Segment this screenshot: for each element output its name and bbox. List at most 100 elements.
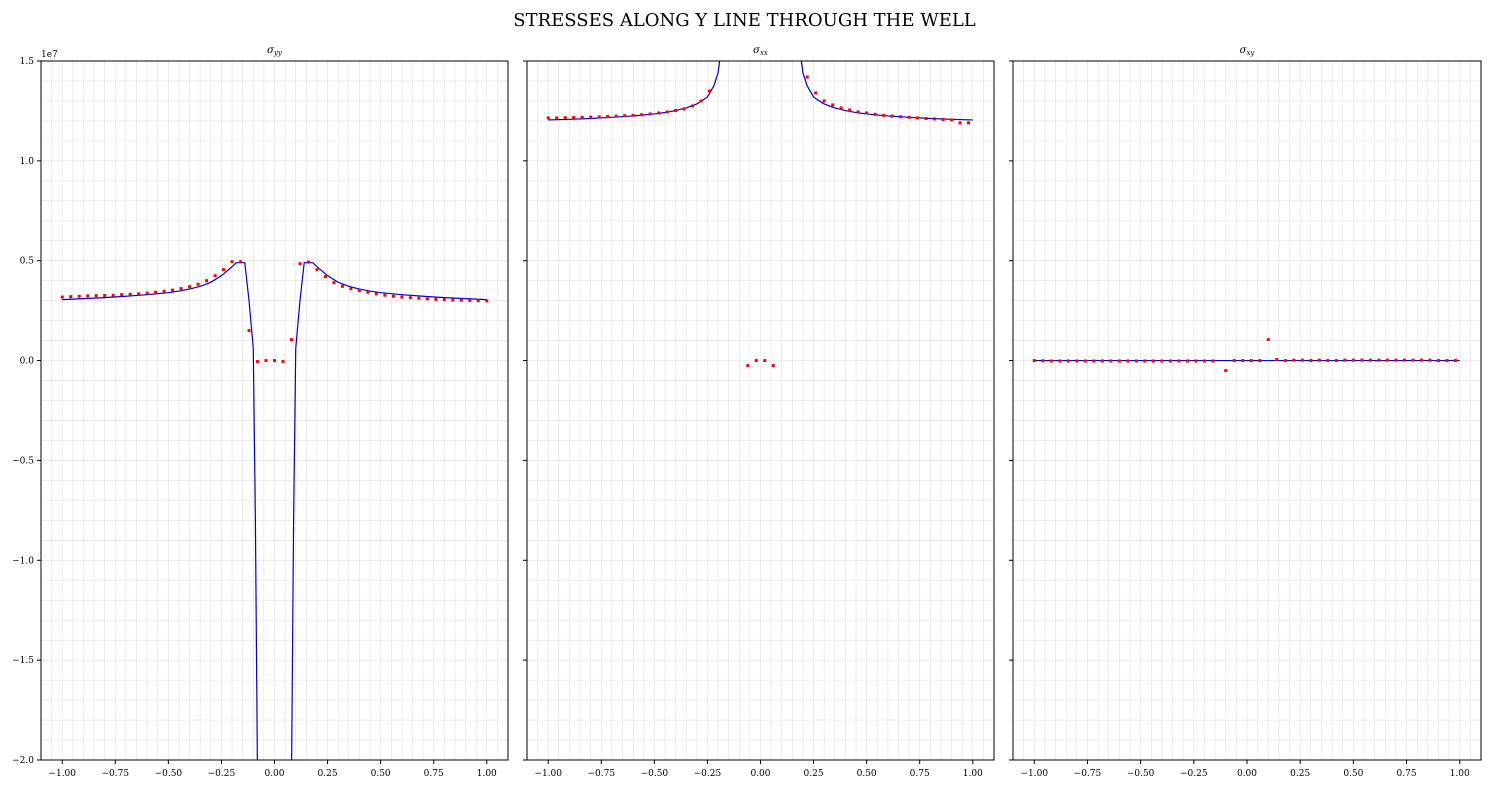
- data-point: [103, 293, 107, 297]
- data-point: [264, 359, 268, 363]
- data-point: [205, 279, 209, 283]
- data-point: [1066, 359, 1070, 363]
- data-point: [1411, 358, 1415, 362]
- series-points-numerical: [60, 260, 489, 364]
- data-point: [1126, 359, 1130, 363]
- y-tick-label: 0.0: [20, 357, 35, 367]
- x-axis: −1.00 −0.75 −0.50 −0.25 0.00 0.25 0.50 0.75 1.00: [1020, 760, 1470, 779]
- data-point: [154, 290, 158, 294]
- data-point: [839, 106, 843, 110]
- data-point: [391, 294, 395, 298]
- data-point: [408, 296, 412, 300]
- data-point: [848, 108, 852, 112]
- data-point: [958, 121, 962, 125]
- x-tick-label: −0.25: [1180, 769, 1208, 779]
- data-point: [746, 364, 750, 368]
- x-tick-label: 0.50: [857, 769, 877, 779]
- plot-area: [546, 61, 973, 368]
- y-tick-label: 1.5: [20, 57, 35, 67]
- y-axis: [1009, 60, 1013, 761]
- data-point: [933, 117, 937, 121]
- data-point: [1428, 358, 1432, 362]
- data-point: [708, 89, 712, 93]
- data-point: [188, 285, 192, 289]
- data-point: [137, 292, 141, 296]
- data-point: [383, 293, 387, 297]
- x-tick-label: −0.50: [155, 769, 183, 779]
- data-point: [1300, 358, 1304, 362]
- x-tick-label: 0.50: [371, 769, 391, 779]
- y-axis: [523, 60, 527, 761]
- data-point: [822, 99, 826, 103]
- data-point: [831, 103, 835, 107]
- data-point: [1160, 359, 1164, 363]
- data-point: [1377, 358, 1381, 362]
- data-point: [60, 295, 64, 299]
- x-tick-label: 0.75: [1397, 769, 1417, 779]
- x-tick-label: 0.25: [804, 769, 824, 779]
- data-point: [1083, 359, 1087, 363]
- data-point: [1258, 359, 1262, 363]
- data-point: [86, 294, 90, 298]
- data-point: [222, 268, 226, 272]
- y-tick-label: −2.0: [12, 756, 34, 766]
- data-point: [674, 109, 678, 113]
- y-tick-label: −1.5: [12, 656, 34, 666]
- data-point: [1249, 359, 1253, 363]
- data-point: [606, 115, 610, 119]
- data-point: [657, 111, 661, 115]
- data-point: [213, 274, 217, 278]
- data-point: [546, 116, 550, 120]
- x-tick-label: 1.00: [1450, 769, 1470, 779]
- panel-2: −1.00 −0.75 −0.50 −0.25 0.00 0.25 0.50 0.75 1.00…: [523, 45, 995, 779]
- data-point: [434, 297, 438, 301]
- x-tick-label: −0.50: [1127, 769, 1155, 779]
- x-tick-label: 0.25: [318, 769, 338, 779]
- data-point: [289, 338, 293, 342]
- data-point: [614, 114, 618, 118]
- panel-title-subscript: yy: [273, 49, 283, 57]
- data-point: [332, 281, 336, 285]
- data-point: [916, 116, 920, 120]
- panel-title: σxy: [1240, 45, 1256, 57]
- x-tick-label: 0.00: [264, 769, 284, 779]
- data-point: [856, 110, 860, 114]
- data-point: [128, 292, 132, 296]
- data-point: [1275, 358, 1279, 362]
- data-point: [1151, 359, 1155, 363]
- grid: [40, 60, 509, 761]
- data-point: [1360, 358, 1364, 362]
- data-point: [1385, 358, 1389, 362]
- y-axis-multiplier: 1e7: [41, 50, 58, 60]
- data-point: [1041, 359, 1045, 363]
- data-point: [682, 107, 686, 111]
- data-point: [805, 75, 809, 79]
- data-point: [1058, 359, 1062, 363]
- data-point: [665, 110, 669, 114]
- data-point: [306, 260, 310, 264]
- data-point: [1317, 358, 1321, 362]
- data-point: [967, 121, 971, 125]
- data-point: [1309, 359, 1313, 363]
- data-point: [77, 294, 81, 298]
- data-point: [771, 364, 775, 368]
- data-point: [349, 287, 353, 291]
- data-point: [699, 99, 703, 103]
- data-point: [442, 298, 446, 302]
- data-point: [754, 359, 758, 363]
- data-point: [1266, 338, 1270, 342]
- x-tick-label: −1.00: [48, 769, 76, 779]
- data-point: [485, 299, 489, 303]
- data-point: [357, 289, 361, 293]
- x-tick-label: 0.00: [1237, 769, 1257, 779]
- data-point: [1419, 358, 1423, 362]
- data-point: [366, 290, 370, 294]
- data-point: [247, 329, 251, 333]
- data-point: [1049, 359, 1053, 363]
- y-axis: −2.0 −1.5 −1.0 −0.5 0.0 0.5 1.0 1.5: [12, 57, 41, 766]
- panel-title-symbol: σ: [1240, 45, 1248, 56]
- plot-area: [1032, 338, 1460, 373]
- data-point: [145, 291, 149, 295]
- data-point: [1292, 358, 1296, 362]
